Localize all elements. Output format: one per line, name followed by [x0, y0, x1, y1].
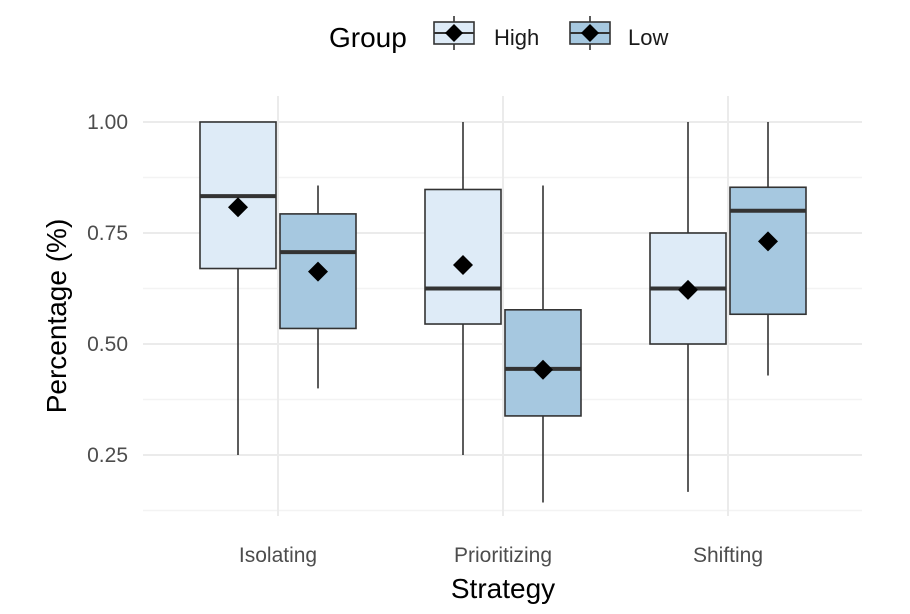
x-tick-label: Shifting	[693, 544, 763, 567]
y-tick-label: 0.25	[87, 444, 128, 467]
x-tick-labels: Isolating Prioritizing Shifting	[239, 544, 763, 567]
y-axis-title: Percentage (%)	[41, 219, 72, 414]
y-tick-labels: 0.25 0.50 0.75 1.00	[87, 111, 128, 467]
box-high-prioritizing	[424, 122, 502, 455]
box-low-prioritizing	[504, 185, 582, 503]
legend-key-high: High	[433, 16, 539, 50]
mean-marker	[453, 254, 473, 275]
legend-label: Low	[628, 25, 668, 50]
legend-key-mean	[581, 24, 599, 42]
mean-marker	[308, 261, 328, 282]
box-low-isolating	[279, 185, 357, 389]
boxes	[199, 121, 807, 503]
legend-key-mean	[445, 24, 463, 42]
mean-marker	[228, 197, 248, 218]
mean-marker	[758, 231, 778, 252]
box-body	[504, 309, 582, 417]
y-tick-label: 1.00	[87, 111, 128, 134]
x-tick-label: Isolating	[239, 544, 317, 567]
box-body	[729, 186, 807, 316]
legend: Group High Low	[329, 16, 668, 53]
mean-marker	[533, 359, 553, 380]
x-tick-label: Prioritizing	[454, 544, 552, 567]
box-high-shifting	[649, 122, 727, 492]
box-low-shifting	[729, 122, 807, 376]
box-high-isolating	[199, 121, 277, 455]
x-axis-title: Strategy	[451, 573, 555, 604]
y-tick-label: 0.75	[87, 222, 128, 245]
legend-title: Group	[329, 22, 407, 53]
y-tick-label: 0.50	[87, 333, 128, 356]
mean-marker	[678, 279, 698, 300]
legend-key-low: Low	[569, 16, 668, 50]
legend-label: High	[494, 25, 539, 50]
